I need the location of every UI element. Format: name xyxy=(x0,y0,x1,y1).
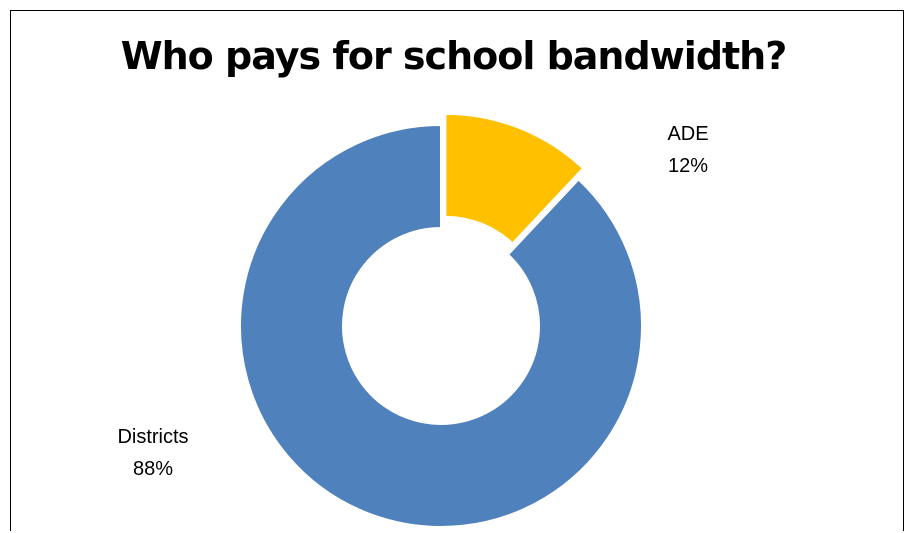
data-label-districts-category: Districts xyxy=(117,426,188,448)
slice-ade xyxy=(444,112,585,245)
slice-districts xyxy=(239,123,643,528)
labels-layer: ADE 12% Districts 88% xyxy=(117,123,708,480)
data-label-ade-percent: 12% xyxy=(668,155,708,177)
data-label-districts-percent: 88% xyxy=(133,458,173,480)
chart-title: Who pays for school bandwidth? xyxy=(120,34,788,78)
slices-layer xyxy=(239,112,643,528)
data-label-ade-category: ADE xyxy=(667,123,708,145)
